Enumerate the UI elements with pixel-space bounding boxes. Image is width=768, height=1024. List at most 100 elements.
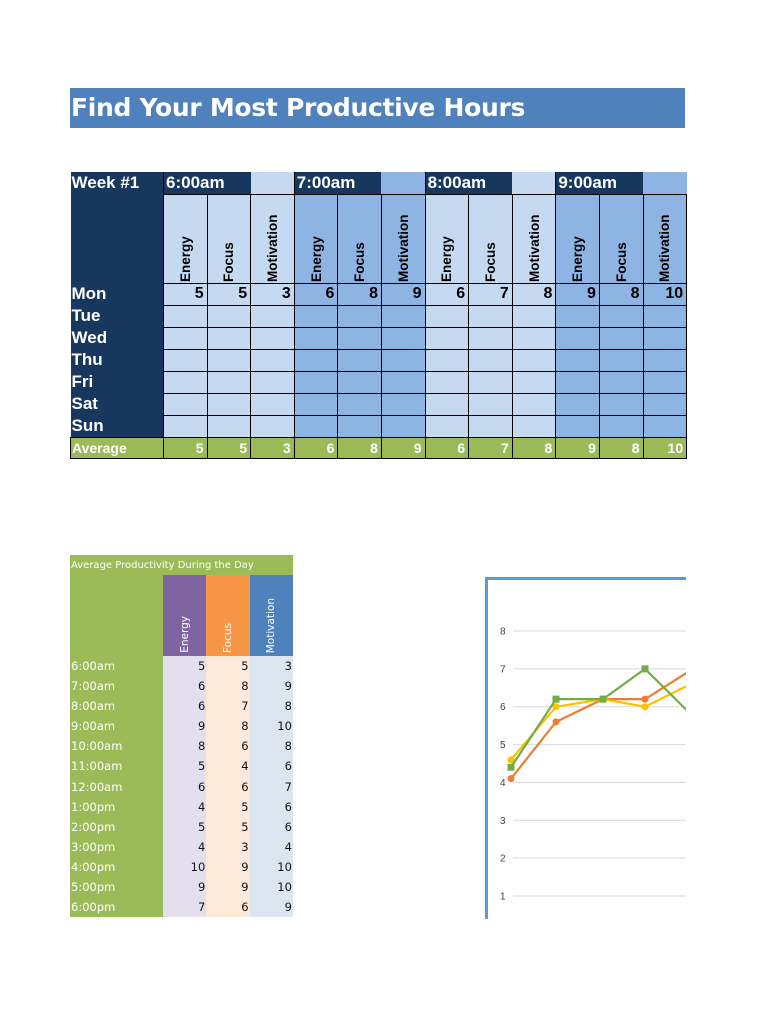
score-cell[interactable]: 8 bbox=[337, 282, 382, 306]
data-point-marker[interactable] bbox=[641, 703, 649, 711]
score-cell[interactable] bbox=[555, 326, 600, 350]
data-point-marker[interactable] bbox=[507, 775, 515, 783]
score-cell[interactable] bbox=[293, 370, 339, 394]
score-cell[interactable]: 7 bbox=[468, 282, 513, 306]
score-cell[interactable] bbox=[424, 414, 470, 438]
score-cell[interactable] bbox=[380, 414, 426, 438]
score-cell[interactable]: 5 bbox=[206, 282, 252, 306]
score-cell[interactable] bbox=[250, 370, 295, 394]
score-cell[interactable] bbox=[555, 392, 600, 416]
score-cell[interactable] bbox=[206, 348, 252, 372]
score-cell[interactable] bbox=[642, 304, 688, 328]
score-cell[interactable] bbox=[380, 348, 426, 372]
score-cell[interactable] bbox=[598, 326, 644, 350]
score-cell[interactable] bbox=[206, 414, 252, 438]
score-cell[interactable] bbox=[293, 326, 339, 350]
score-cell[interactable]: 6 bbox=[424, 282, 470, 306]
daily-row: 11:00am 5 4 6 bbox=[70, 756, 293, 777]
score-cell[interactable] bbox=[424, 326, 470, 350]
score-cell[interactable] bbox=[424, 370, 470, 394]
score-cell[interactable] bbox=[468, 326, 513, 350]
score-cell[interactable]: 8 bbox=[511, 282, 557, 306]
score-cell[interactable] bbox=[598, 348, 644, 372]
score-cell[interactable] bbox=[424, 304, 470, 328]
score-cell[interactable] bbox=[293, 304, 339, 328]
score-cell[interactable] bbox=[337, 392, 382, 416]
score-cell[interactable] bbox=[511, 304, 557, 328]
score-cell[interactable] bbox=[598, 370, 644, 394]
score-cell[interactable] bbox=[163, 392, 208, 416]
productivity-line-chart[interactable]: 1 2 3 4 5 6 7 8 bbox=[485, 577, 686, 919]
score-cell[interactable] bbox=[293, 348, 339, 372]
score-cell[interactable] bbox=[163, 348, 208, 372]
score-cell[interactable] bbox=[380, 392, 426, 416]
score-cell[interactable] bbox=[642, 414, 688, 438]
score-cell[interactable] bbox=[511, 392, 557, 416]
focus-value: 5 bbox=[206, 816, 250, 837]
series-line-green[interactable] bbox=[510, 667, 686, 768]
average-cell: 10 bbox=[642, 436, 688, 459]
score-cell[interactable]: 8 bbox=[598, 282, 644, 306]
score-cell[interactable] bbox=[337, 348, 382, 372]
score-cell[interactable] bbox=[206, 370, 252, 394]
data-point-marker[interactable] bbox=[641, 695, 649, 703]
score-cell[interactable] bbox=[555, 414, 600, 438]
score-cell[interactable] bbox=[380, 304, 426, 328]
score-cell[interactable] bbox=[206, 326, 252, 350]
series-line-yellow[interactable] bbox=[510, 685, 686, 761]
score-cell[interactable]: 6 bbox=[293, 282, 339, 306]
score-cell[interactable]: 9 bbox=[555, 282, 600, 306]
score-cell[interactable] bbox=[337, 326, 382, 350]
score-cell[interactable] bbox=[468, 304, 513, 328]
score-cell[interactable] bbox=[250, 326, 295, 350]
score-cell[interactable] bbox=[337, 304, 382, 328]
score-cell[interactable] bbox=[642, 370, 688, 394]
data-point-marker[interactable] bbox=[507, 763, 515, 771]
score-cell[interactable] bbox=[598, 414, 644, 438]
score-cell[interactable] bbox=[206, 304, 252, 328]
score-cell[interactable] bbox=[598, 392, 644, 416]
score-cell[interactable] bbox=[468, 348, 513, 372]
score-cell[interactable] bbox=[163, 304, 208, 328]
data-point-marker[interactable] bbox=[641, 665, 649, 673]
score-cell[interactable] bbox=[511, 326, 557, 350]
score-cell[interactable]: 9 bbox=[380, 282, 426, 306]
score-cell[interactable] bbox=[555, 348, 600, 372]
score-cell[interactable] bbox=[380, 326, 426, 350]
score-cell[interactable] bbox=[163, 414, 208, 438]
score-cell[interactable] bbox=[642, 392, 688, 416]
score-cell[interactable] bbox=[250, 348, 295, 372]
score-cell[interactable] bbox=[555, 370, 600, 394]
score-cell[interactable] bbox=[293, 414, 339, 438]
score-cell[interactable] bbox=[250, 304, 295, 328]
score-cell[interactable]: 3 bbox=[250, 282, 295, 306]
score-cell[interactable] bbox=[293, 392, 339, 416]
score-cell[interactable]: 10 bbox=[642, 282, 688, 306]
score-cell[interactable] bbox=[424, 392, 470, 416]
score-cell[interactable] bbox=[555, 304, 600, 328]
score-cell[interactable] bbox=[511, 370, 557, 394]
score-cell[interactable] bbox=[206, 392, 252, 416]
score-cell[interactable] bbox=[642, 326, 688, 350]
score-cell[interactable] bbox=[250, 392, 295, 416]
score-cell[interactable] bbox=[163, 370, 208, 394]
score-cell[interactable] bbox=[424, 348, 470, 372]
score-cell[interactable] bbox=[337, 414, 382, 438]
score-cell[interactable] bbox=[511, 348, 557, 372]
score-cell[interactable] bbox=[598, 304, 644, 328]
score-cell[interactable] bbox=[380, 370, 426, 394]
score-cell[interactable] bbox=[468, 392, 513, 416]
score-cell[interactable] bbox=[163, 326, 208, 350]
score-cell[interactable]: 5 bbox=[163, 282, 208, 306]
data-point-marker[interactable] bbox=[552, 718, 560, 726]
data-point-marker[interactable] bbox=[599, 695, 607, 703]
score-cell[interactable] bbox=[337, 370, 382, 394]
score-cell[interactable] bbox=[511, 414, 557, 438]
data-point-marker[interactable] bbox=[552, 703, 560, 711]
score-cell[interactable] bbox=[250, 414, 295, 438]
score-cell[interactable] bbox=[642, 348, 688, 372]
data-point-marker[interactable] bbox=[552, 695, 560, 703]
score-cell[interactable] bbox=[468, 370, 513, 394]
data-point-marker[interactable] bbox=[507, 756, 515, 764]
score-cell[interactable] bbox=[468, 414, 513, 438]
